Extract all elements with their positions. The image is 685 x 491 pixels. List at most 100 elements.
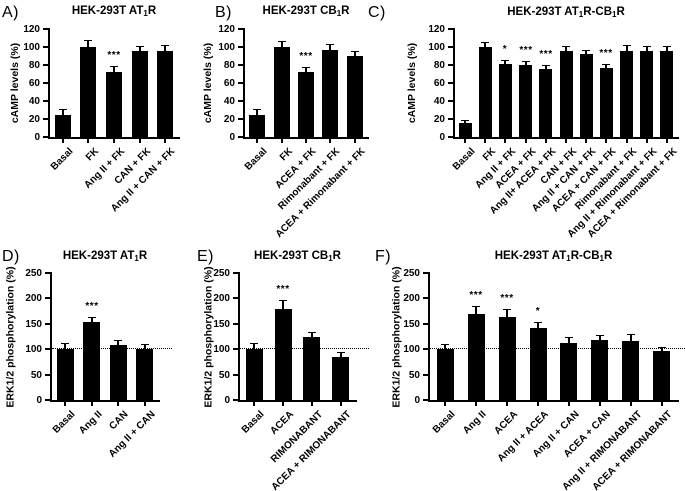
y-tick-label: 50 bbox=[218, 370, 230, 381]
bar bbox=[660, 51, 673, 137]
y-tick-mark bbox=[43, 46, 48, 48]
x-tick-mark bbox=[144, 402, 146, 406]
y-tick-mark bbox=[45, 399, 50, 401]
x-category-label: ACEA bbox=[267, 409, 296, 437]
error-bar-cap bbox=[136, 45, 144, 47]
bar bbox=[347, 56, 363, 137]
error-bar-line bbox=[484, 43, 486, 50]
x-tick-mark bbox=[504, 139, 506, 143]
error-bar-cap bbox=[503, 308, 511, 310]
x-category-label: FK bbox=[277, 146, 295, 164]
panel-e: E) HEK-293T CB1R ERK1/2 phosphorylation … bbox=[195, 240, 375, 491]
x-tick-mark bbox=[282, 402, 284, 406]
y-tick-label: 20 bbox=[223, 114, 235, 125]
error-bar-cap bbox=[663, 45, 671, 47]
error-bar-cap bbox=[441, 343, 449, 345]
error-bar-line bbox=[281, 42, 283, 50]
bar bbox=[246, 349, 263, 400]
y-tick-mark bbox=[233, 348, 238, 350]
y-tick-label: 20 bbox=[433, 114, 445, 125]
y-tick-label: 80 bbox=[223, 60, 235, 71]
y-tick-mark bbox=[448, 64, 453, 66]
error-bar-line bbox=[340, 353, 342, 360]
error-bar-line bbox=[464, 121, 466, 126]
error-bar-cap bbox=[562, 45, 570, 47]
error-bar-cap bbox=[596, 334, 604, 336]
significance-stars: *** bbox=[107, 50, 121, 61]
chart-title: HEK-293T CB1R bbox=[240, 250, 355, 263]
y-tick-mark bbox=[43, 100, 48, 102]
y-tick-label: 100 bbox=[428, 42, 445, 53]
significance-stars: *** bbox=[299, 51, 313, 62]
y-tick-label: 100 bbox=[218, 42, 235, 53]
plot-area: 0 50 100 150 200 250 Basal *** ACEA RIMONABANT ACE… bbox=[195, 240, 375, 491]
error-bar-line bbox=[256, 110, 258, 118]
error-bar-cap bbox=[658, 346, 666, 348]
error-bar-cap bbox=[250, 342, 258, 344]
x-tick-mark bbox=[626, 139, 628, 143]
panel-b: B) HEK-293T CB1R cAMP levels (%) 0 20 40 60… bbox=[202, 0, 369, 240]
title-subscript: 1 bbox=[143, 9, 148, 18]
x-category-label: FK bbox=[83, 146, 101, 164]
title-text: R-CB bbox=[583, 6, 612, 18]
title-text: R bbox=[138, 250, 148, 262]
chart-title: HEK-293T AT1R-CB1R bbox=[455, 6, 677, 19]
title-text: R bbox=[147, 5, 157, 17]
error-bar-line bbox=[568, 338, 570, 346]
y-tick-mark bbox=[233, 323, 238, 325]
y-axis-line bbox=[50, 272, 52, 402]
x-tick-mark bbox=[661, 402, 663, 406]
x-tick-mark bbox=[256, 139, 258, 143]
bar bbox=[249, 115, 265, 137]
error-bar-line bbox=[305, 68, 307, 75]
title-text: R bbox=[603, 250, 613, 262]
y-tick-label: 60 bbox=[223, 78, 235, 89]
bar bbox=[580, 54, 593, 137]
error-bar-cap bbox=[337, 351, 345, 353]
y-tick-label: 200 bbox=[403, 293, 420, 304]
y-tick-label: 60 bbox=[433, 78, 445, 89]
bar bbox=[591, 340, 608, 400]
x-category-label: Ang II bbox=[77, 409, 105, 437]
error-bar-line bbox=[64, 344, 66, 352]
title-text: R bbox=[341, 5, 350, 17]
x-tick-mark bbox=[599, 402, 601, 406]
x-tick-mark bbox=[545, 139, 547, 143]
error-bar-cap bbox=[253, 108, 261, 110]
bar bbox=[459, 123, 472, 137]
title-subscript: 1 bbox=[336, 9, 342, 18]
error-bar-cap bbox=[84, 39, 92, 41]
y-tick-label: 120 bbox=[23, 24, 40, 35]
error-bar-cap bbox=[472, 305, 480, 307]
x-category-label: Basal bbox=[431, 409, 458, 436]
error-bar-cap bbox=[643, 45, 651, 47]
x-tick-mark bbox=[311, 402, 313, 406]
error-bar-cap bbox=[161, 44, 169, 46]
x-tick-mark bbox=[340, 402, 342, 406]
bar bbox=[622, 341, 639, 400]
error-bar-line bbox=[545, 66, 547, 72]
y-tick-label: 40 bbox=[223, 96, 235, 107]
x-category-label: Basal bbox=[49, 146, 76, 173]
y-tick-label: 100 bbox=[23, 42, 40, 53]
error-bar-line bbox=[565, 47, 567, 54]
y-tick-mark bbox=[45, 374, 50, 376]
panel-a: A) HEK-293T AT1R cAMP levels (%) 0 20 40 60… bbox=[0, 0, 203, 240]
bar bbox=[519, 65, 532, 137]
bar bbox=[136, 349, 153, 400]
x-tick-mark bbox=[630, 402, 632, 406]
error-bar-cap bbox=[61, 342, 69, 344]
y-axis-line bbox=[243, 28, 245, 139]
error-bar-line bbox=[666, 47, 668, 54]
title-text: HEK-293T AT bbox=[507, 6, 579, 18]
chart-title: HEK-293T CB1R bbox=[245, 5, 367, 18]
x-tick-mark bbox=[565, 139, 567, 143]
bar bbox=[539, 69, 552, 137]
bar bbox=[499, 64, 512, 137]
error-bar-cap bbox=[534, 321, 542, 323]
y-tick-label: 200 bbox=[25, 293, 42, 304]
significance-stars: *** bbox=[519, 45, 533, 56]
error-bar-cap bbox=[88, 316, 96, 318]
panel-letter: D) bbox=[2, 248, 20, 265]
y-tick-label: 40 bbox=[433, 96, 445, 107]
